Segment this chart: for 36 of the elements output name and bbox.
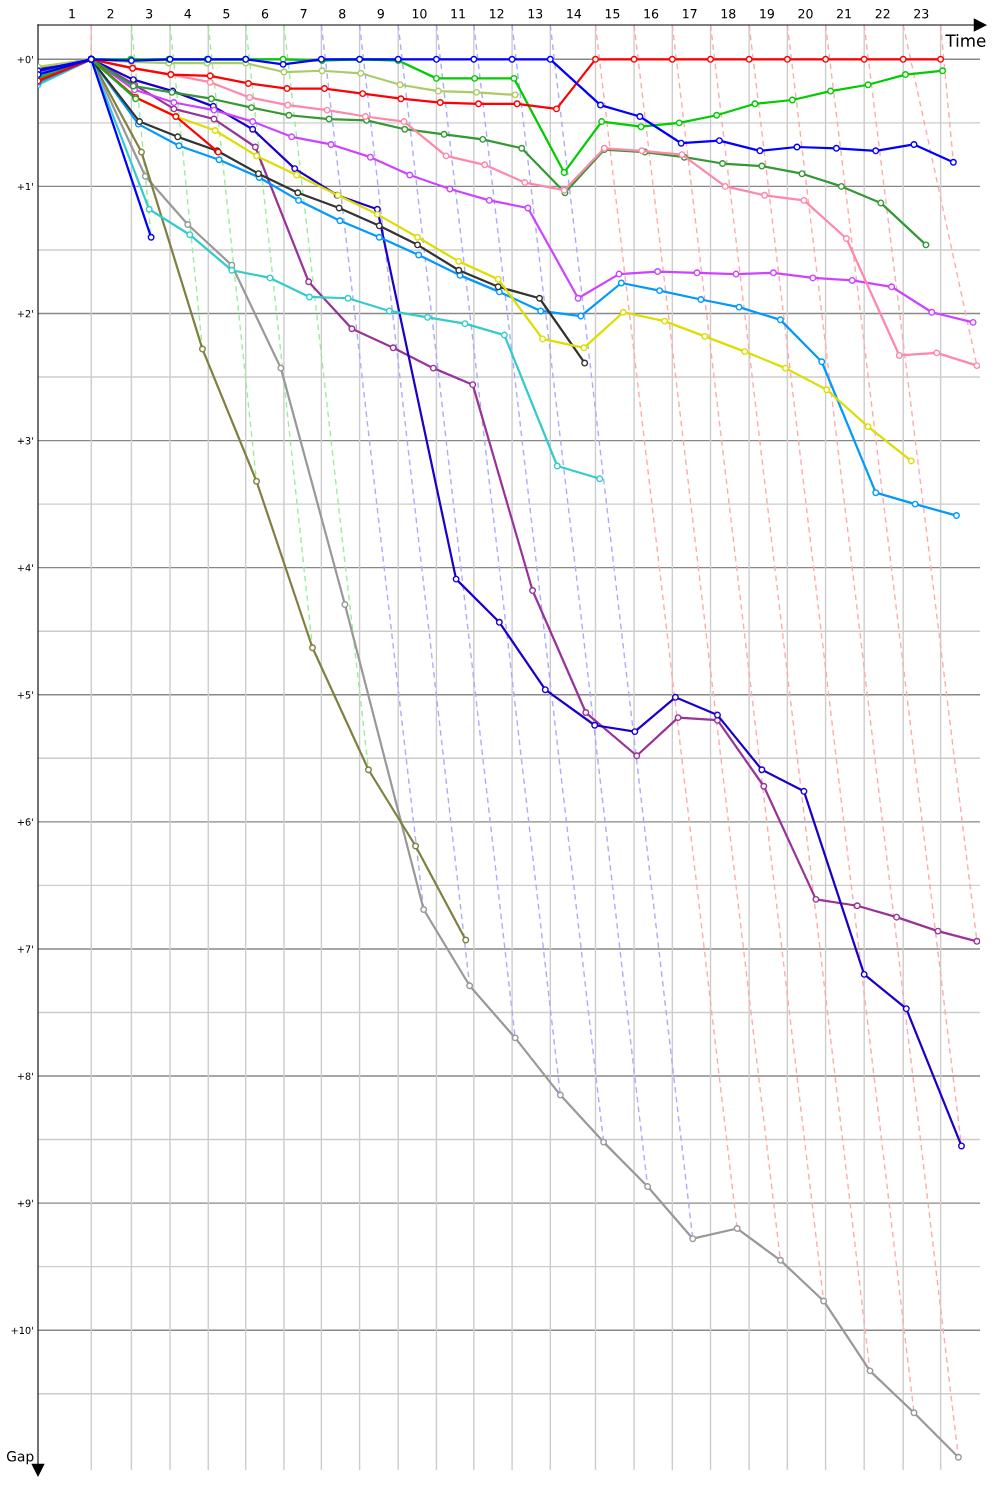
x-tick-label: 16 (644, 8, 659, 19)
y-tick-label: +10' (11, 1326, 33, 1335)
y-tick-label: +4' (17, 564, 33, 572)
y-tick-label: +8' (17, 1072, 33, 1080)
x-tick-label: 22 (875, 8, 890, 19)
x-tick-label: 1 (69, 9, 75, 19)
x-tick-label: 14 (567, 9, 582, 19)
x-tick-label: 7 (300, 9, 307, 19)
x-tick-label: 23 (914, 8, 929, 19)
y-tick-label: +2' (17, 309, 33, 318)
y-tick-label: +1' (17, 183, 33, 191)
x-tick-label: 6 (261, 8, 269, 19)
x-tick-label: 11 (451, 9, 465, 19)
x-tick-label: 9 (377, 8, 384, 19)
x-tick-label: 17 (683, 9, 697, 19)
y-tick-label: +6' (17, 818, 33, 826)
y-tick-label: +7' (17, 945, 33, 953)
y-axis-title: Gap (6, 1451, 34, 1465)
x-tick-label: 20 (798, 8, 813, 19)
x-tick-label: 10 (412, 8, 427, 19)
x-tick-label: 3 (146, 8, 153, 19)
y-tick-label: +0' (17, 55, 33, 64)
x-tick-label: 8 (339, 8, 346, 19)
x-tick-label: 15 (605, 9, 620, 19)
y-tick-label: +3' (17, 437, 33, 445)
x-tick-label: 18 (721, 8, 736, 19)
x-tick-label: 12 (490, 8, 504, 19)
x-tick-label: 4 (184, 9, 192, 19)
x-tick-label: 19 (760, 8, 774, 19)
y-tick-label: +5' (17, 691, 33, 699)
x-tick-label: 13 (528, 8, 543, 19)
x-axis-title: Time (945, 34, 986, 47)
x-tick-label: 21 (837, 8, 851, 19)
x-tick-label: 2 (107, 8, 114, 19)
x-tick-label: 5 (223, 9, 230, 19)
y-tick-label: +9' (17, 1199, 33, 1207)
